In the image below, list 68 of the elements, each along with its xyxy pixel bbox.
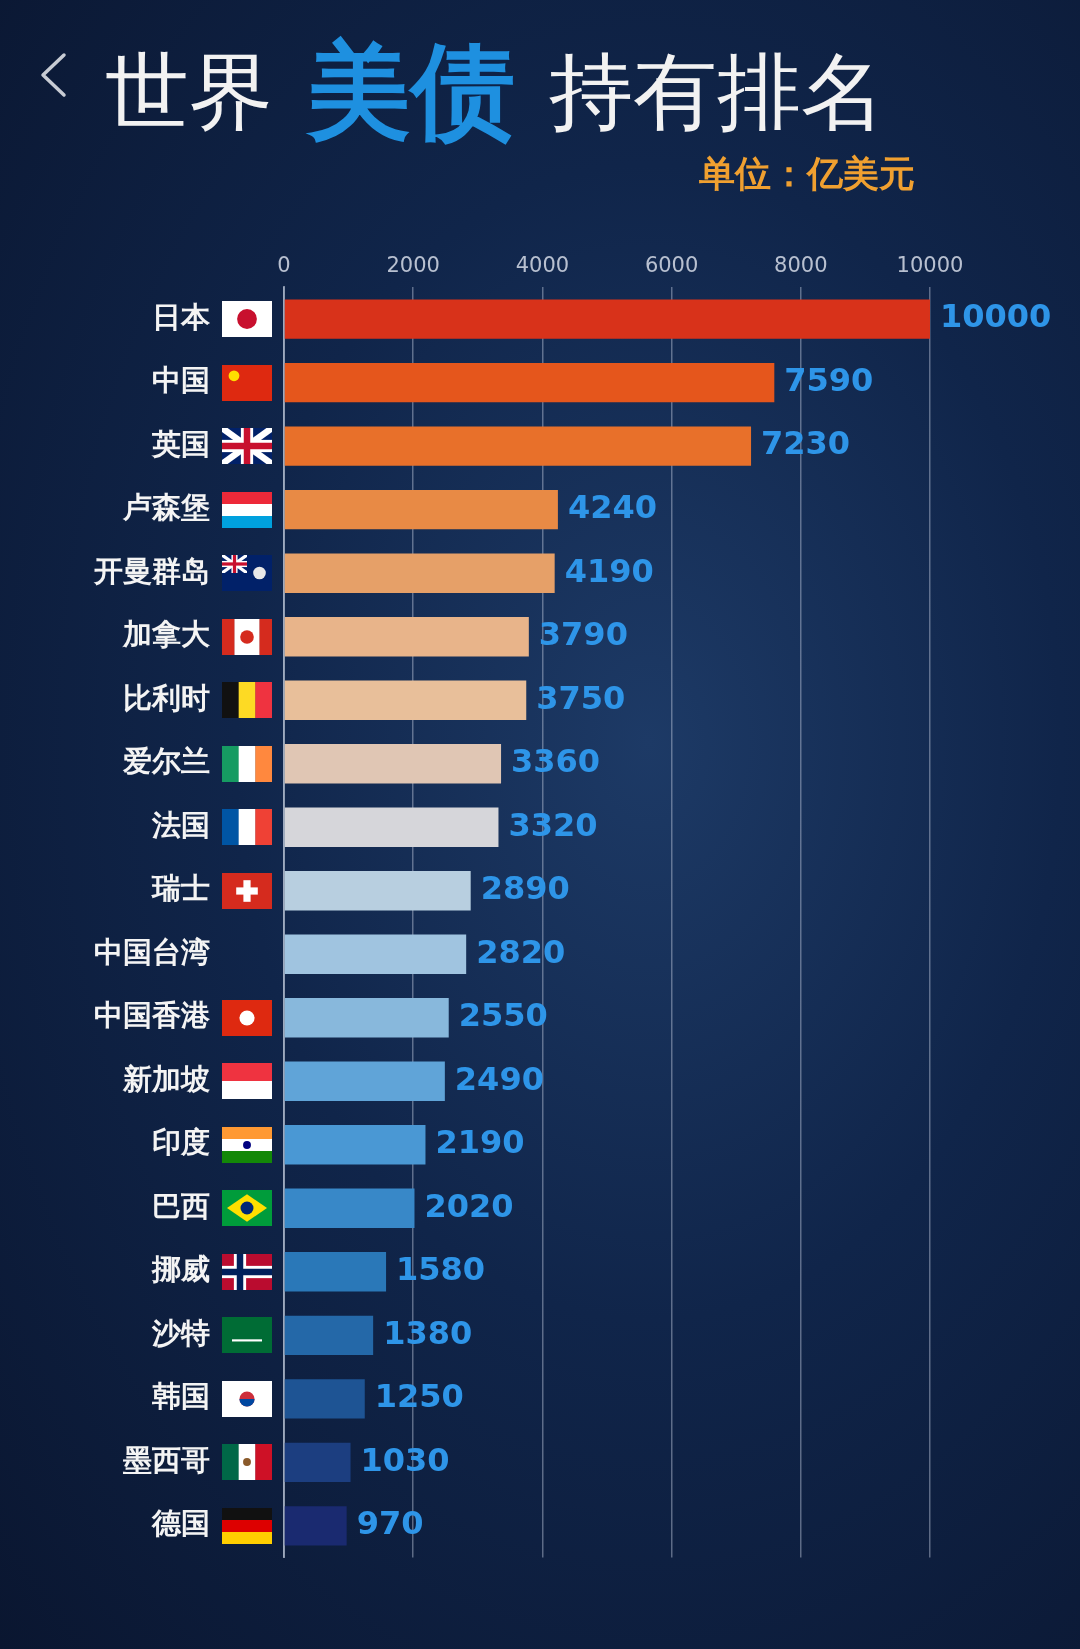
y-tick-label: 瑞士	[151, 872, 210, 905]
y-tick-label: 德国	[151, 1507, 210, 1540]
y-tick-label: 墨西哥	[122, 1443, 210, 1476]
y-tick-label: 巴西	[152, 1189, 210, 1222]
y-tick-label: 中国香港	[94, 999, 211, 1032]
y-tick-label: 开曼群岛	[93, 554, 210, 587]
chart-subtitle: 单位：亿美元	[699, 152, 915, 196]
bar	[284, 490, 558, 530]
bar	[284, 680, 527, 720]
data-label: 3790	[538, 615, 628, 654]
data-label: 3360	[511, 742, 601, 781]
bar	[284, 1379, 365, 1419]
bar	[284, 553, 555, 593]
y-tick-label: 沙特	[151, 1316, 210, 1349]
data-label: 3750	[536, 678, 626, 717]
y-tick-label: 爱尔兰	[122, 745, 210, 778]
y-tick-label: 中国	[152, 364, 210, 397]
x-tick-label: 0	[277, 253, 291, 278]
bar	[284, 1506, 347, 1546]
y-tick-label: 加拿大	[122, 618, 211, 651]
data-label: 1030	[360, 1440, 450, 1479]
data-label: 2890	[480, 869, 570, 908]
chart-title: 世界 美债 持有排名	[105, 29, 885, 154]
data-label: 2550	[458, 996, 548, 1035]
bar	[284, 1315, 374, 1355]
y-tick-label: 法国	[151, 808, 210, 841]
data-label: 970	[356, 1504, 424, 1543]
x-tick-label: 4000	[515, 253, 570, 278]
data-label: 7230	[761, 424, 851, 463]
data-label: 1250	[374, 1377, 464, 1416]
bar	[284, 744, 502, 784]
y-tick-label: 新加坡	[122, 1062, 210, 1095]
data-label: 7590	[784, 360, 874, 399]
x-tick-label: 6000	[644, 253, 699, 278]
y-tick-label: 日本	[152, 300, 211, 333]
bar	[284, 934, 467, 974]
data-label: 2490	[454, 1059, 544, 1098]
data-label: 2020	[424, 1186, 514, 1225]
y-tick-label: 挪威	[151, 1253, 210, 1286]
data-label: 2820	[476, 932, 566, 971]
x-tick-label: 8000	[774, 253, 828, 278]
data-label: 1380	[383, 1313, 473, 1352]
bar	[284, 1061, 445, 1101]
data-label: 10000	[940, 297, 1052, 336]
bar	[284, 1252, 387, 1292]
x-tick-label: 10000	[896, 253, 964, 278]
data-label: 4240	[567, 488, 657, 526]
y-tick-label: 韩国	[151, 1380, 210, 1413]
y-tick-label: 中国台湾	[94, 935, 210, 968]
y-tick-label: 卢森堡	[122, 491, 210, 524]
bar	[284, 1442, 351, 1483]
bar	[284, 1125, 426, 1165]
bar	[284, 998, 449, 1038]
x-tick-label: 2000	[386, 253, 440, 278]
data-label: 1580	[396, 1250, 486, 1289]
data-label: 2190	[435, 1123, 525, 1162]
bar	[284, 299, 930, 339]
bar	[284, 426, 752, 466]
bar	[284, 807, 499, 847]
y-tick-label: 印度	[152, 1126, 210, 1159]
bar	[284, 362, 775, 403]
y-tick-label: 英国	[151, 427, 210, 460]
y-tick-label: 比利时	[123, 681, 210, 714]
data-label: 3320	[508, 805, 598, 844]
bar	[284, 1188, 415, 1228]
bar	[284, 617, 529, 657]
bar	[284, 871, 471, 911]
data-label: 4190	[564, 551, 654, 590]
